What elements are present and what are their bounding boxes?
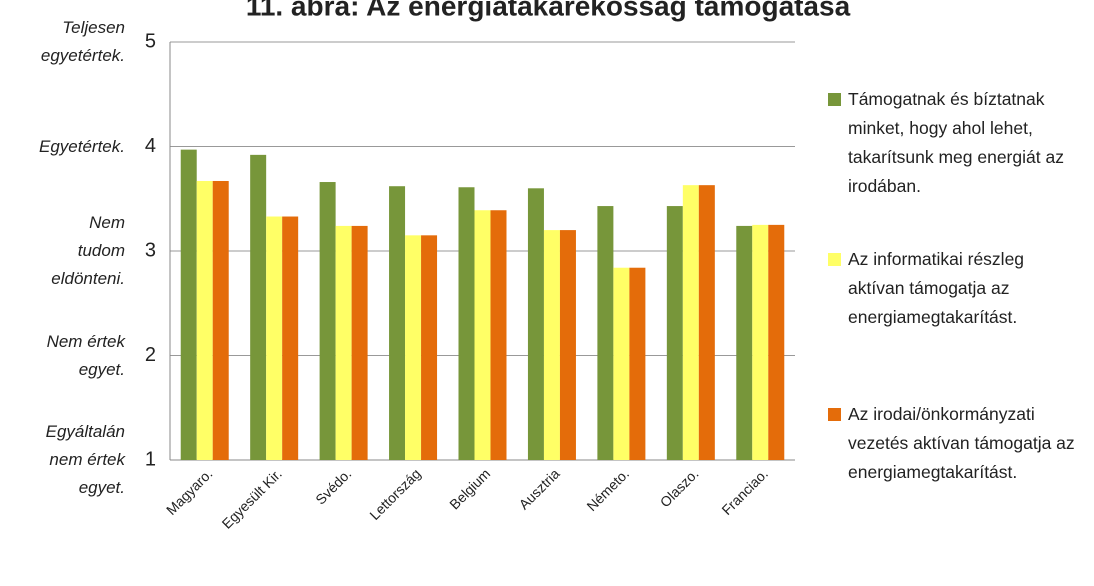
bar [768,224,785,460]
annotation-line: Egyáltalán [45,422,125,441]
annotation-line: Nem [89,213,125,232]
bar [405,235,422,460]
bar [666,206,683,460]
bar [250,154,267,461]
bar [351,225,368,460]
annotation-line: egyetértek. [40,46,125,65]
legend-swatch [828,408,841,421]
x-tick-label: Magyaro. [163,465,216,518]
x-tick-label: Ausztria [516,465,563,512]
bar [421,235,438,460]
bar [698,185,715,461]
y-tick-label: 5 [145,30,156,52]
x-tick-label: Svédo. [312,465,354,507]
bar [629,267,646,460]
legend-item: Az informatikai részleg aktívan támogatj… [828,245,1078,332]
y-tick-label: 1 [145,448,156,470]
y-tick-label: 3 [145,239,156,261]
bar [543,230,560,460]
bar [490,210,507,460]
annotation-line: Nem értek [46,331,125,351]
y-tick-annotation: Nem tudom eldönteni. [0,209,125,293]
bar [389,186,406,460]
bar [752,224,769,460]
y-tick-annotation: Egyetértek. [0,133,125,161]
x-tick-label: Lettország [366,465,424,523]
bar [682,185,699,461]
legend-swatch [828,253,841,266]
annotation-line: egyet. [78,478,125,497]
annotation-line: tudom [77,241,125,260]
bar [335,225,352,460]
bar [180,149,197,460]
bar [474,210,491,460]
bar [196,180,213,461]
y-tick-label: 2 [145,344,156,366]
legend-swatch [828,93,841,106]
annotation-line: eldönteni. [51,269,125,288]
bar [597,206,614,460]
bar [613,267,630,460]
x-tick-label: Egyesült Kir. [219,465,285,531]
bar [527,188,544,461]
annotation-line: egyet. [78,359,125,379]
x-tick-label: Németo. [583,465,632,514]
chart-title: 11. ábra: Az energiatakarékosság támogat… [246,0,851,21]
bar [319,182,336,460]
bar [212,180,229,461]
y-tick-annotation: Egyáltalán nem értek egyet. [0,418,125,502]
bar [282,216,299,460]
legend-label: Az informatikai részleg aktívan támogatj… [848,249,1025,327]
y-tick-annotation: Nem értek egyet. [0,328,125,384]
annotation-line: Teljesen [62,18,125,37]
bar [736,225,753,460]
x-tick-label: Olaszo. [657,465,702,510]
legend-item: Támogatnak és bíztatnak minket, hogy aho… [828,85,1078,201]
y-tick-annotation: Teljesen egyetértek. [0,14,125,70]
x-tick-label: Belgium [446,465,493,512]
bar [458,187,475,460]
y-tick-label: 4 [145,135,156,157]
annotation-line: Egyetértek. [39,136,125,156]
legend-label: Támogatnak és bíztatnak minket, hogy aho… [848,89,1064,196]
bar [559,230,576,460]
x-tick-label: Franciao. [718,465,771,518]
legend-item: Az irodai/önkormányzati vezetés aktívan … [828,400,1078,487]
legend-label: Az irodai/önkormányzati vezetés aktívan … [848,404,1075,482]
annotation-line: nem értek [49,450,125,469]
bar [266,216,283,460]
